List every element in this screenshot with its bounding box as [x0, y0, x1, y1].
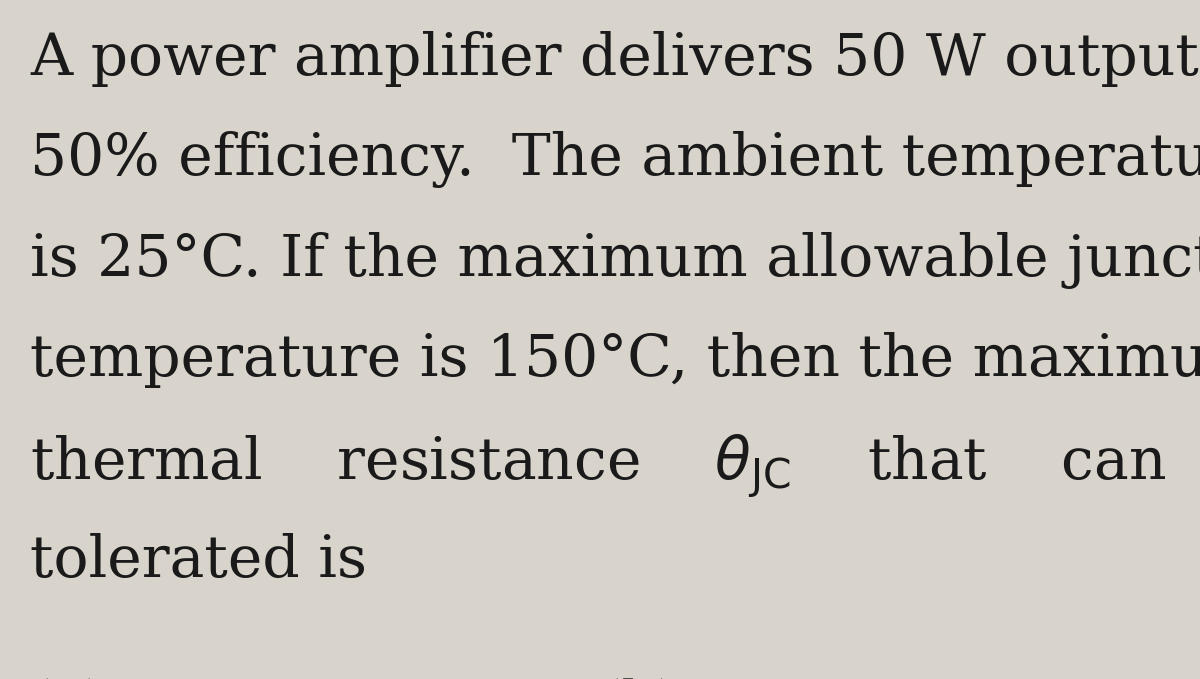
Text: thermal    resistance    $\theta_{\mathrm{JC}}$    that    can    be: thermal resistance $\theta_{\mathrm{JC}}… — [30, 433, 1200, 500]
Text: is 25°C. If the maximum allowable junction: is 25°C. If the maximum allowable juncti… — [30, 232, 1200, 289]
Text: A power amplifier delivers 50 W output at: A power amplifier delivers 50 W output a… — [30, 31, 1200, 86]
Text: temperature is 150°C, then the maximum: temperature is 150°C, then the maximum — [30, 332, 1200, 388]
Text: tolerated is: tolerated is — [30, 533, 367, 589]
Text: 50% efficiency.  The ambient temperature: 50% efficiency. The ambient temperature — [30, 131, 1200, 188]
